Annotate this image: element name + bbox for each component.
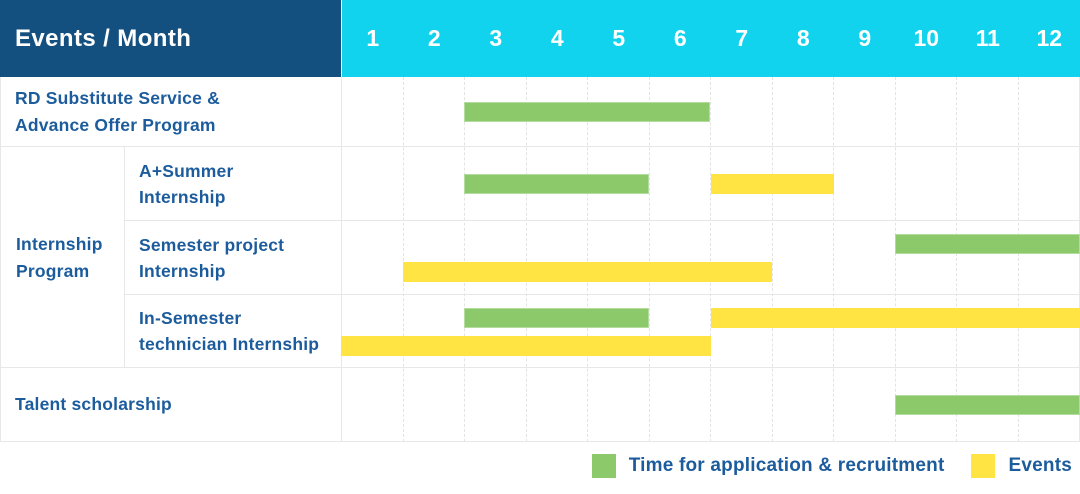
month-header: 2 bbox=[427, 25, 441, 51]
row-label: In-Semester technician Internship bbox=[139, 307, 320, 354]
gantt-track bbox=[341, 77, 1080, 146]
page-title: Events / Month bbox=[15, 24, 192, 52]
row-rd-substitute: RD Substitute Service & Advance Offer Pr… bbox=[0, 77, 1080, 147]
application-bar bbox=[895, 394, 1080, 415]
legend-item-events: Events bbox=[971, 454, 1072, 478]
legend-item-application: Time for application & recruitment bbox=[591, 454, 945, 478]
legend-label: Events bbox=[1008, 455, 1072, 476]
gantt-track bbox=[341, 147, 1080, 221]
month-header: 9 bbox=[858, 25, 872, 51]
event-bar bbox=[710, 174, 834, 194]
application-bar bbox=[464, 101, 711, 122]
month-header: 1 bbox=[366, 25, 380, 51]
event-bar bbox=[710, 308, 1080, 328]
month-header: 3 bbox=[489, 25, 503, 51]
legend: Time for application & recruitment Event… bbox=[591, 452, 1072, 480]
application-bar bbox=[464, 174, 649, 194]
month-header: 7 bbox=[735, 25, 749, 51]
month-header: 5 bbox=[612, 25, 626, 51]
event-swatch-icon bbox=[971, 454, 996, 478]
row-group-internship-program: Internship Program bbox=[0, 147, 125, 368]
table-body-frame bbox=[0, 77, 1080, 442]
application-bar bbox=[895, 234, 1080, 254]
gantt-track bbox=[341, 295, 1080, 367]
month-header: 4 bbox=[550, 25, 564, 51]
application-bar bbox=[464, 308, 649, 328]
gantt-track bbox=[341, 368, 1080, 441]
month-header: 12 bbox=[1036, 25, 1063, 51]
month-header: 11 bbox=[975, 25, 1000, 51]
legend-label: Time for application & recruitment bbox=[628, 455, 945, 476]
event-bar bbox=[341, 336, 711, 356]
row-label: Talent scholarship bbox=[15, 394, 172, 415]
row-a-plus-summer: A+Summer Internship bbox=[0, 147, 1080, 221]
month-header: 8 bbox=[796, 25, 810, 51]
row-label: RD Substitute Service & Advance Offer Pr… bbox=[15, 88, 220, 135]
month-header-row: 1 2 3 4 5 6 7 8 9 10 11 12 bbox=[342, 0, 1080, 77]
application-swatch-icon bbox=[591, 454, 616, 478]
gantt-track bbox=[341, 221, 1080, 295]
row-label: Semester project Internship bbox=[139, 234, 285, 281]
row-semester-project: Semester project Internship bbox=[0, 221, 1080, 295]
row-talent-scholarship: Talent scholarship bbox=[0, 368, 1080, 442]
row-in-semester-technician: In-Semester technician Internship bbox=[0, 295, 1080, 368]
header-title-cell: Events / Month bbox=[0, 0, 341, 77]
event-bar bbox=[402, 262, 773, 282]
row-label: A+Summer Internship bbox=[139, 160, 234, 207]
month-header: 6 bbox=[673, 25, 687, 51]
month-header: 10 bbox=[913, 25, 940, 51]
